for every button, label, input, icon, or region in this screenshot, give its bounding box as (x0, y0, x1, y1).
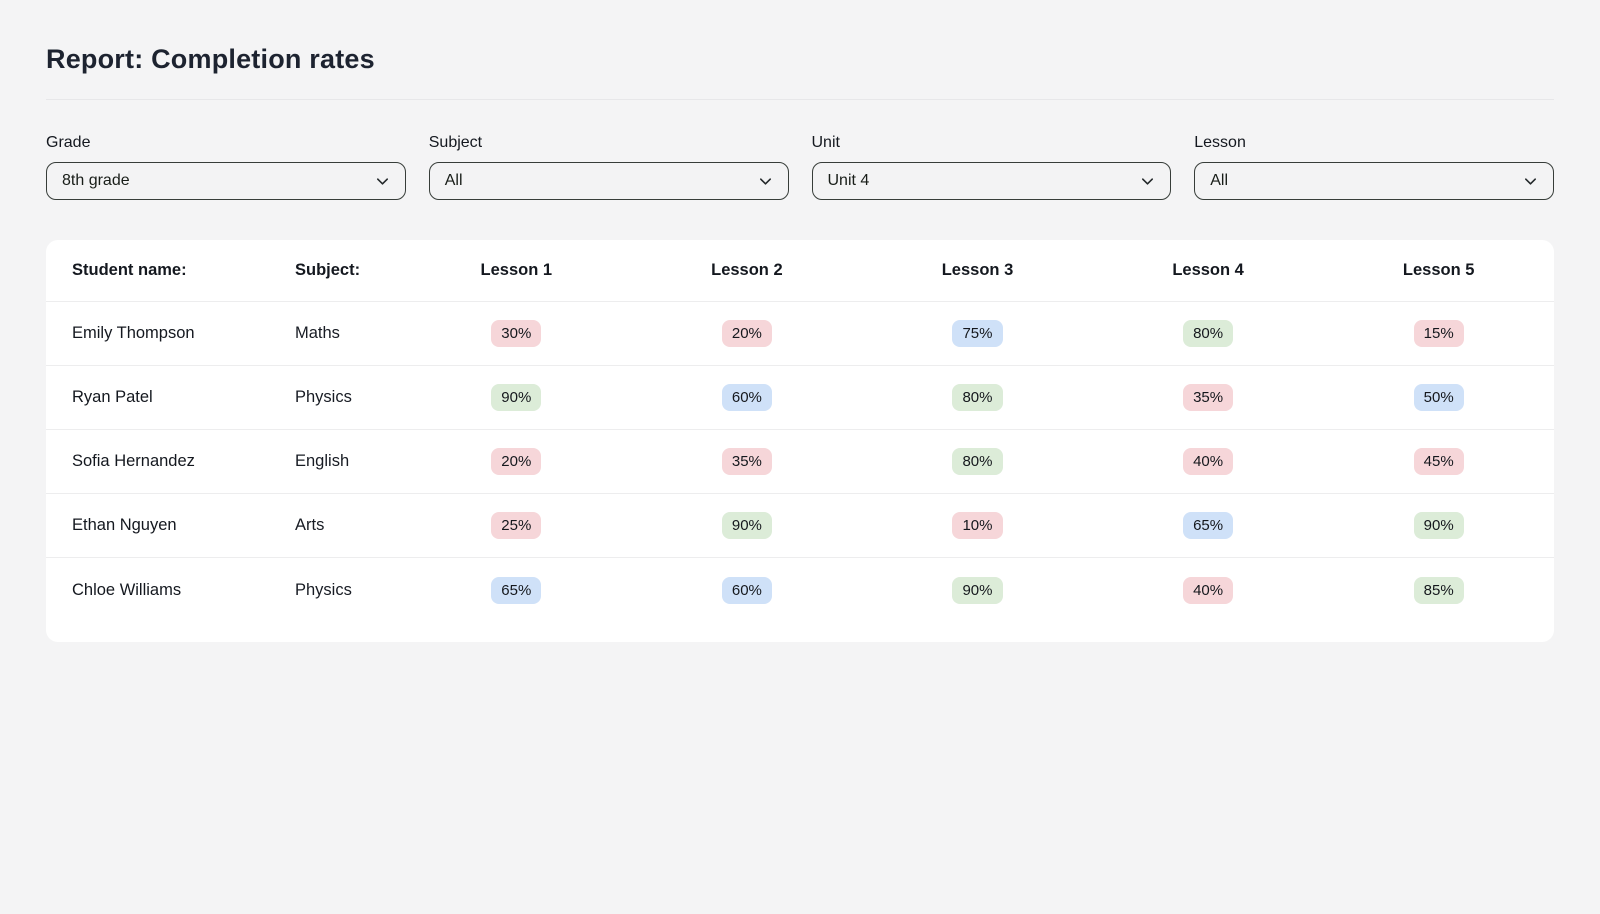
lesson-cell: 85% (1323, 576, 1554, 604)
column-header-lesson-4: Lesson 4 (1172, 261, 1244, 279)
completion-rate-badge: 20% (721, 320, 772, 347)
lesson-cell: 20% (401, 448, 632, 475)
table-header-row: Student name: Subject: Lesson 1 Lesson 2… (46, 240, 1554, 302)
lesson-cell: 80% (862, 448, 1093, 475)
filter-bar: Grade 8th grade Subject All Unit Unit 4 (46, 134, 1554, 200)
table-row: Ethan Nguyen Arts 25% 90% 10% 65% 90% (46, 494, 1554, 558)
page-title: Report: Completion rates (46, 44, 375, 74)
lesson-cell: 90% (1323, 512, 1554, 539)
subject-cell: English (295, 452, 350, 470)
completion-rate-badge: 65% (491, 576, 542, 604)
filter-subject: Subject All (428, 134, 789, 200)
lesson-cell: 65% (401, 576, 632, 604)
lesson-cell: 20% (632, 320, 863, 347)
table-body: Emily Thompson Maths 30% 20% 75% 80% 15% Ryan P… (46, 302, 1554, 622)
filter-grade: Grade 8th grade (46, 134, 406, 200)
lesson-cell: 35% (1093, 384, 1324, 411)
lesson-cell: 80% (1093, 320, 1324, 347)
grade-select[interactable]: 8th grade (46, 162, 406, 200)
unit-select-value: Unit 4 (827, 172, 870, 189)
report-table-card: Student name: Subject: Lesson 1 Lesson 2… (46, 240, 1554, 642)
subject-cell: Physics (295, 388, 352, 406)
subject-select[interactable]: All (428, 162, 789, 200)
lesson-cell: 60% (632, 576, 863, 604)
chevron-down-icon (758, 174, 773, 189)
column-header-lesson-5: Lesson 5 (1402, 261, 1475, 279)
lesson-cell: 15% (1323, 320, 1554, 347)
subject-select-value: All (444, 172, 463, 189)
completion-rate-badge: 90% (491, 384, 542, 411)
subject-cell: Arts (295, 516, 325, 534)
completion-rate-badge: 45% (1413, 448, 1464, 475)
completion-rate-badge: 30% (491, 320, 542, 347)
lesson-cell: 65% (1093, 512, 1324, 539)
column-header-lesson-2: Lesson 2 (711, 261, 783, 279)
lesson-cell: 75% (862, 320, 1093, 347)
completion-rate-badge: 80% (1183, 320, 1234, 347)
completion-rate-badge: 40% (1183, 576, 1234, 604)
completion-rate-badge: 80% (952, 448, 1003, 475)
completion-rate-badge: 75% (952, 320, 1003, 347)
lesson-label: Lesson (1194, 134, 1246, 151)
lesson-cell: 80% (862, 384, 1093, 411)
chevron-down-icon (1140, 174, 1155, 189)
lesson-select[interactable]: All (1194, 162, 1554, 200)
unit-select[interactable]: Unit 4 (811, 162, 1172, 200)
student-name-cell: Ryan Patel (72, 388, 153, 406)
table-row: Ryan Patel Physics 90% 60% 80% 35% 50% (46, 366, 1554, 430)
lesson-cell: 25% (401, 512, 632, 539)
completion-rate-badge: 15% (1413, 320, 1464, 347)
student-name-cell: Sofia Hernandez (72, 452, 195, 470)
chevron-down-icon (1523, 174, 1538, 189)
lesson-select-value: All (1210, 172, 1229, 189)
column-header-lesson-3: Lesson 3 (941, 261, 1014, 279)
completion-rate-badge: 60% (721, 576, 772, 604)
completion-rate-badge: 80% (952, 384, 1003, 411)
completion-rate-badge: 50% (1413, 384, 1464, 411)
student-name-cell: Chloe Williams (72, 580, 182, 599)
lesson-cell: 50% (1323, 384, 1554, 411)
filter-unit: Unit Unit 4 (811, 134, 1172, 200)
column-header-subject: Subject: (295, 261, 361, 279)
completion-rate-badge: 35% (1183, 384, 1234, 411)
completion-rate-badge: 65% (1183, 512, 1234, 539)
student-name-cell: Ethan Nguyen (72, 516, 177, 534)
lesson-cell: 10% (862, 512, 1093, 539)
completion-rate-badge: 40% (1183, 448, 1234, 475)
column-header-student: Student name: (72, 261, 187, 279)
student-name-cell: Emily Thompson (72, 324, 195, 342)
subject-cell: Maths (295, 324, 340, 342)
lesson-cell: 30% (401, 320, 632, 347)
table-row: Chloe Williams Physics 65% 60% 90% 40% 85% (46, 558, 1554, 622)
completion-rate-badge: 10% (952, 512, 1003, 539)
grade-label: Grade (46, 134, 91, 151)
column-header-lesson-1: Lesson 1 (480, 261, 553, 279)
completion-rate-badge: 90% (721, 512, 772, 539)
table-row: Sofia Hernandez English 20% 35% 80% 40% 45% (46, 430, 1554, 494)
lesson-cell: 35% (632, 448, 863, 475)
lesson-cell: 60% (632, 384, 863, 411)
completion-rate-badge: 60% (721, 384, 772, 411)
chevron-down-icon (375, 174, 390, 189)
subject-cell: Physics (295, 580, 352, 599)
completion-rate-badge: 20% (491, 448, 542, 475)
unit-label: Unit (811, 134, 840, 151)
completion-rate-badge: 25% (491, 512, 542, 539)
subject-label: Subject (428, 134, 483, 151)
page: Report: Completion rates Grade 8th grade… (46, 44, 1554, 642)
completion-rate-badge: 85% (1413, 576, 1464, 604)
lesson-cell: 90% (632, 512, 863, 539)
completion-rate-badge: 90% (952, 576, 1003, 604)
lesson-cell: 45% (1323, 448, 1554, 475)
lesson-cell: 90% (401, 384, 632, 411)
table-row: Emily Thompson Maths 30% 20% 75% 80% 15% (46, 302, 1554, 366)
lesson-cell: 90% (862, 576, 1093, 604)
completion-rate-badge: 35% (721, 448, 772, 475)
lesson-cell: 40% (1093, 576, 1324, 604)
completion-rate-badge: 90% (1413, 512, 1464, 539)
lesson-cell: 40% (1093, 448, 1324, 475)
filter-lesson: Lesson All (1194, 134, 1554, 200)
grade-select-value: 8th grade (62, 172, 130, 189)
title-divider (46, 99, 1554, 100)
